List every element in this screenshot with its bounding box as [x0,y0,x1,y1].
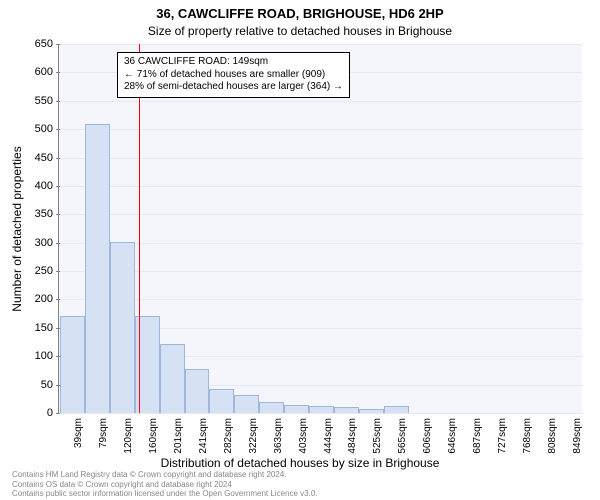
x-tick-label: 282sqm [223,418,234,454]
x-tick-label: 403sqm [298,418,309,454]
marker-line [139,44,140,413]
footer-attribution: Contains HM Land Registry data © Crown c… [12,470,588,498]
y-tick-label: 500 [35,123,59,135]
y-tick-label: 250 [35,265,59,277]
bar [384,406,409,413]
bar [359,409,384,413]
footer-line-1: Contains HM Land Registry data © Crown c… [12,470,588,479]
x-tick-label: 687sqm [472,418,483,454]
x-tick-label: 322sqm [248,418,259,454]
x-tick-label: 768sqm [522,418,533,454]
x-tick-label: 565sqm [397,418,408,454]
bar [85,124,110,413]
info-box: 36 CAWCLIFFE ROAD: 149sqm ← 71% of detac… [117,52,350,98]
y-tick-label: 150 [35,322,59,334]
y-axis-label: Number of detached properties [10,44,26,414]
y-tick-label: 600 [35,66,59,78]
x-tick-label: 444sqm [323,418,334,454]
bar [110,242,135,413]
x-tick-label: 79sqm [98,418,109,448]
bars-layer [59,44,582,413]
y-tick-label: 450 [35,152,59,164]
x-tick-label: 808sqm [547,418,558,454]
bar [60,316,85,414]
info-line-2: ← 71% of detached houses are smaller (90… [124,69,343,82]
y-tick-label: 550 [35,95,59,107]
chart-container: 36, CAWCLIFFE ROAD, BRIGHOUSE, HD6 2HP S… [0,0,600,500]
x-ticks: 39sqm 79sqm 120sqm 160sqm 201sqm 241sqm 282sqm… [58,414,582,454]
x-tick-label: 363sqm [273,418,284,454]
x-axis-label: Distribution of detached houses by size … [0,456,600,470]
x-tick-label: 646sqm [447,418,458,454]
bar [160,344,185,413]
y-tick-label: 350 [35,208,59,220]
chart-title: 36, CAWCLIFFE ROAD, BRIGHOUSE, HD6 2HP [0,6,600,21]
x-tick-label: 525sqm [372,418,383,454]
footer-line-2: Contains OS data © Crown copyright and d… [12,480,588,489]
bar [284,405,309,413]
x-tick-label: 727sqm [497,418,508,454]
bar [309,406,334,413]
info-line-3: 28% of semi-detached houses are larger (… [124,81,343,94]
bar [334,407,359,413]
x-tick-label: 201sqm [173,418,184,454]
y-tick-label: 400 [35,180,59,192]
x-tick-label: 849sqm [572,418,583,454]
footer-line-3: Contains public sector information licen… [12,489,588,498]
y-tick-label: 200 [35,293,59,305]
bar [234,395,259,413]
x-tick-label: 484sqm [347,418,358,454]
x-tick-label: 606sqm [422,418,433,454]
x-tick-label: 120sqm [123,418,134,454]
y-tick-label: 300 [35,237,59,249]
y-tick-label: 100 [35,350,59,362]
x-tick-label: 241sqm [198,418,209,454]
plot-area: 36 CAWCLIFFE ROAD: 149sqm ← 71% of detac… [58,44,582,414]
x-tick-label: 160sqm [148,418,159,454]
y-tick-label: 650 [35,38,59,50]
chart-subtitle: Size of property relative to detached ho… [0,24,600,38]
x-tick-label: 39sqm [73,418,84,448]
info-line-1: 36 CAWCLIFFE ROAD: 149sqm [124,56,343,69]
bar [185,369,210,413]
bar [209,389,234,413]
bar [259,402,284,413]
y-tick-label: 50 [41,379,59,391]
